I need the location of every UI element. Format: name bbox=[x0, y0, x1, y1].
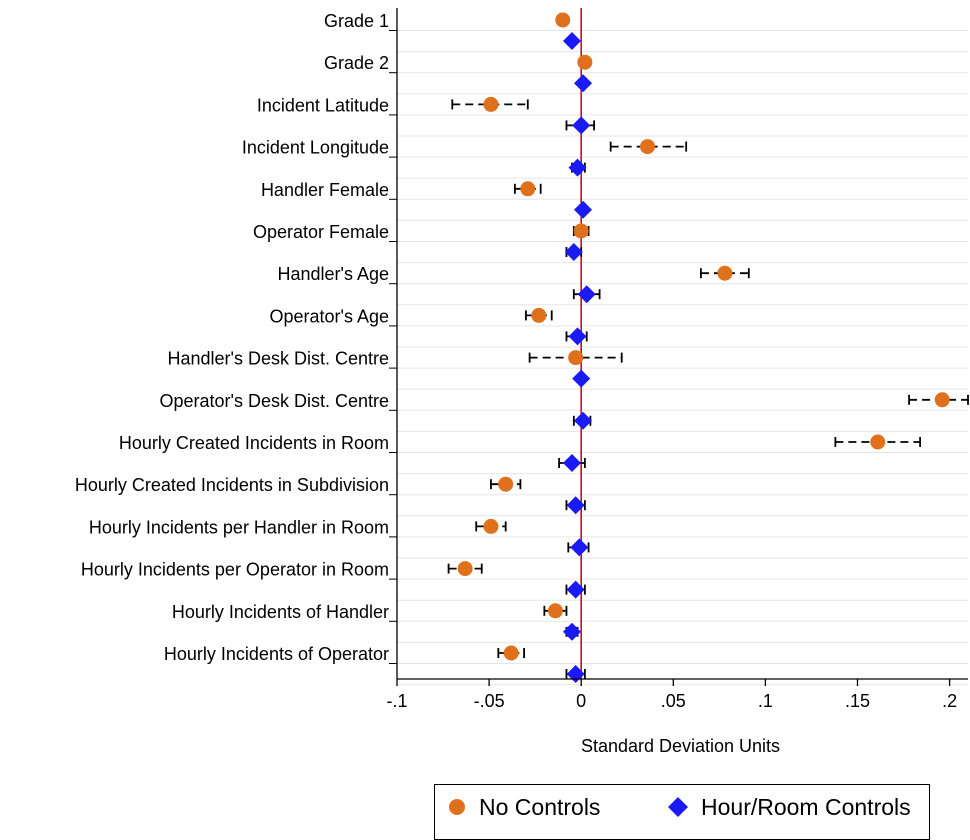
x-tick-label: .05 bbox=[661, 691, 686, 711]
point-no-controls bbox=[577, 54, 593, 70]
orange-circle-icon bbox=[449, 799, 465, 815]
point-no-controls bbox=[483, 518, 499, 534]
point-hour-room-controls bbox=[574, 74, 593, 93]
x-axis-ticks: -.1 -.05 0 .05 .1 .15 .2 bbox=[386, 679, 957, 711]
point-hour-room-controls bbox=[572, 369, 591, 388]
y-tick-label: Hourly Incidents of Operator bbox=[164, 644, 389, 664]
y-tick-label: Hourly Incidents of Handler bbox=[172, 602, 389, 622]
legend-label-hour-room-controls: Hour/Room Controls bbox=[701, 793, 911, 820]
point-no-controls bbox=[640, 139, 656, 155]
coefficient-plot: Grade 1 Grade 2 Incident Latitude Incident … bbox=[75, 8, 969, 756]
blue-diamond-icon bbox=[668, 797, 688, 817]
x-tick-label: -.1 bbox=[386, 691, 407, 711]
point-no-controls bbox=[483, 96, 499, 112]
point-no-controls bbox=[457, 561, 473, 577]
point-hour-room-controls bbox=[566, 496, 585, 515]
x-tick-label: 0 bbox=[576, 691, 586, 711]
point-hour-room-controls bbox=[574, 200, 593, 219]
x-tick-label: .1 bbox=[758, 691, 773, 711]
point-hour-room-controls bbox=[577, 285, 596, 304]
y-tick-label: Handler's Desk Dist. Centre bbox=[167, 349, 389, 369]
point-no-controls bbox=[555, 12, 571, 28]
legend-item-hour-room-controls: Hour/Room Controls bbox=[667, 785, 911, 829]
point-hour-room-controls bbox=[570, 538, 589, 557]
point-hour-room-controls bbox=[564, 243, 583, 261]
point-no-controls bbox=[870, 434, 886, 450]
y-tick-label: Operator's Age bbox=[269, 306, 389, 326]
y-tick-label: Handler Female bbox=[261, 180, 389, 200]
y-tick-label: Hourly Incidents per Operator in Room bbox=[81, 560, 389, 580]
data-points bbox=[457, 12, 950, 683]
point-no-controls bbox=[547, 603, 563, 619]
grid-lines bbox=[397, 30, 968, 686]
point-hour-room-controls bbox=[562, 32, 581, 50]
point-no-controls bbox=[520, 181, 536, 197]
legend-item-no-controls: No Controls bbox=[447, 785, 600, 829]
x-tick-label: .15 bbox=[845, 691, 870, 711]
point-hour-room-controls bbox=[568, 158, 587, 177]
point-no-controls bbox=[568, 350, 584, 366]
y-tick-label: Handler's Age bbox=[277, 264, 389, 284]
legend: No Controls Hour/Room Controls bbox=[434, 784, 930, 840]
y-tick-label: Grade 2 bbox=[324, 53, 389, 73]
point-hour-room-controls bbox=[574, 411, 593, 430]
y-tick-label: Incident Longitude bbox=[242, 138, 389, 158]
y-tick-label: Incident Latitude bbox=[257, 95, 389, 115]
point-no-controls bbox=[717, 265, 733, 281]
point-no-controls bbox=[531, 307, 547, 323]
y-tick-label: Grade 1 bbox=[324, 11, 389, 31]
y-tick-label: Hourly Created Incidents in Room bbox=[119, 433, 389, 453]
point-no-controls bbox=[573, 223, 589, 239]
point-hour-room-controls bbox=[566, 580, 585, 599]
point-no-controls bbox=[503, 645, 519, 661]
legend-label-no-controls: No Controls bbox=[479, 793, 601, 820]
x-tick-label: .2 bbox=[942, 691, 957, 711]
point-hour-room-controls bbox=[562, 622, 581, 641]
y-tick-label: Operator's Desk Dist. Centre bbox=[159, 391, 389, 411]
point-hour-room-controls bbox=[562, 454, 581, 472]
point-no-controls bbox=[934, 392, 950, 408]
point-hour-room-controls bbox=[568, 327, 587, 346]
y-tick-label: Operator Female bbox=[253, 222, 389, 242]
y-axis-labels: Grade 1 Grade 2 Incident Latitude Incident … bbox=[75, 11, 397, 664]
y-tick-label: Hourly Incidents per Handler in Room bbox=[89, 517, 389, 537]
point-hour-room-controls bbox=[572, 116, 591, 135]
point-no-controls bbox=[498, 476, 514, 492]
x-axis-title: Standard Deviation Units bbox=[581, 736, 780, 756]
x-tick-label: -.05 bbox=[474, 691, 505, 711]
y-tick-label: Hourly Created Incidents in Subdivision bbox=[75, 475, 389, 495]
